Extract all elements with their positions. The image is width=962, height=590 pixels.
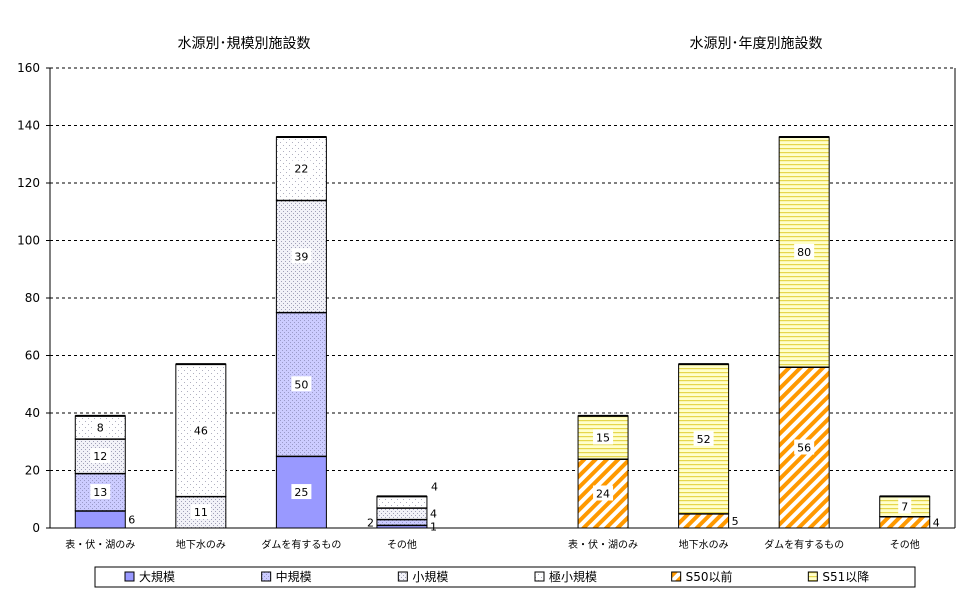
right-data-label: 24 <box>596 488 610 501</box>
left-label-bg <box>190 504 211 520</box>
left-category-label: その他 <box>387 538 417 551</box>
y-tick-label: 60 <box>25 349 40 363</box>
left-bar-segment <box>74 510 126 529</box>
y-tick-label: 40 <box>25 406 40 420</box>
legend-swatch <box>124 571 135 582</box>
legend-swatch <box>671 571 682 582</box>
left-data-label: 8 <box>97 421 104 434</box>
legend-box <box>94 566 916 588</box>
right-category-label: 表・伏・湖のみ <box>568 538 638 551</box>
right-bar-segment <box>678 513 730 529</box>
left-data-label: 4 <box>430 508 437 521</box>
right-category-label: 地下水のみ <box>679 538 729 551</box>
left-data-label: 4 <box>431 480 438 493</box>
left-data-label: 11 <box>194 506 208 519</box>
left-label-bg <box>90 484 111 500</box>
left-data-label: 2 <box>367 516 374 529</box>
left-data-label: 1 <box>430 521 437 534</box>
legend-swatch <box>261 571 272 582</box>
bars <box>74 136 931 529</box>
left-label-bg <box>291 160 312 176</box>
right-label-bg <box>693 430 714 446</box>
left-label-bg <box>291 248 312 264</box>
legend-label: 極小規模 <box>549 569 597 584</box>
right-data-label: 7 <box>901 500 908 513</box>
chart-title-left: 水源別･規模別施設数 <box>178 36 311 52</box>
left-data-label: 6 <box>128 513 135 526</box>
left-data-label: 13 <box>93 486 107 499</box>
left-data-label: 12 <box>93 450 107 463</box>
right-category-label: ダムを有するもの <box>764 538 844 551</box>
right-bar-segment <box>678 363 730 515</box>
legend-label: S50以前 <box>686 569 733 584</box>
left-label-bg <box>291 376 312 392</box>
right-label-bg <box>593 429 614 445</box>
legend-label: 大規模 <box>139 569 175 584</box>
legend-label: 中規模 <box>276 569 312 584</box>
right-data-label: 4 <box>933 516 940 529</box>
right-data-label: 52 <box>697 433 711 446</box>
legend-swatch <box>534 571 545 582</box>
y-axis-ticks: 0 20 40 60 80 100 120 140 160 <box>17 61 50 535</box>
y-tick-label: 0 <box>32 521 40 535</box>
y-tick-label: 120 <box>17 176 40 190</box>
left-data-label: 39 <box>294 250 308 263</box>
legend-swatch <box>397 571 408 582</box>
left-label-bg <box>90 448 111 464</box>
left-label-bg <box>190 422 211 438</box>
left-bar-segment <box>376 507 428 520</box>
legend-label: 小規模 <box>412 569 448 584</box>
right-data-label: 80 <box>797 246 811 259</box>
right-data-label: 56 <box>797 442 811 455</box>
y-tick-label: 160 <box>17 61 40 75</box>
y-tick-label: 100 <box>17 234 40 248</box>
right-label-bg <box>794 244 815 259</box>
right-label-bg <box>593 485 614 501</box>
left-label-bg <box>291 484 312 500</box>
left-category-label: 地下水のみ <box>176 538 226 551</box>
right-label-bg <box>898 498 912 514</box>
left-data-label: 50 <box>294 378 308 391</box>
y-tick-label: 140 <box>17 119 40 133</box>
left-category-label: 表・伏・湖のみ <box>65 538 135 551</box>
left-data-label: 25 <box>294 486 308 499</box>
right-data-label: 15 <box>596 431 610 444</box>
y-tick-label: 80 <box>25 291 40 305</box>
legend-swatch <box>807 571 818 582</box>
left-category-label: ダムを有するもの <box>261 538 341 551</box>
legend-label: S51以降 <box>822 570 869 584</box>
y-tick-label: 20 <box>25 464 40 478</box>
left-label-bg <box>93 419 107 435</box>
right-label-bg <box>794 439 815 455</box>
left-data-label: 46 <box>194 424 208 437</box>
right-bar-segment <box>879 516 931 529</box>
right-data-label: 5 <box>732 515 739 528</box>
category-labels: 表・伏・湖のみ 地下水のみ ダムを有するもの その他 表・伏・湖のみ 地下水のみ ダムを有す… <box>65 538 919 551</box>
legend: 大規模 中規模 小規模 極小規模 S50以前 S51以降 <box>94 566 916 588</box>
chart-title-right: 水源別･年度別施設数 <box>690 36 823 52</box>
left-data-label: 22 <box>294 163 308 176</box>
right-category-label: その他 <box>890 538 920 551</box>
left-bar-segment <box>376 495 428 509</box>
